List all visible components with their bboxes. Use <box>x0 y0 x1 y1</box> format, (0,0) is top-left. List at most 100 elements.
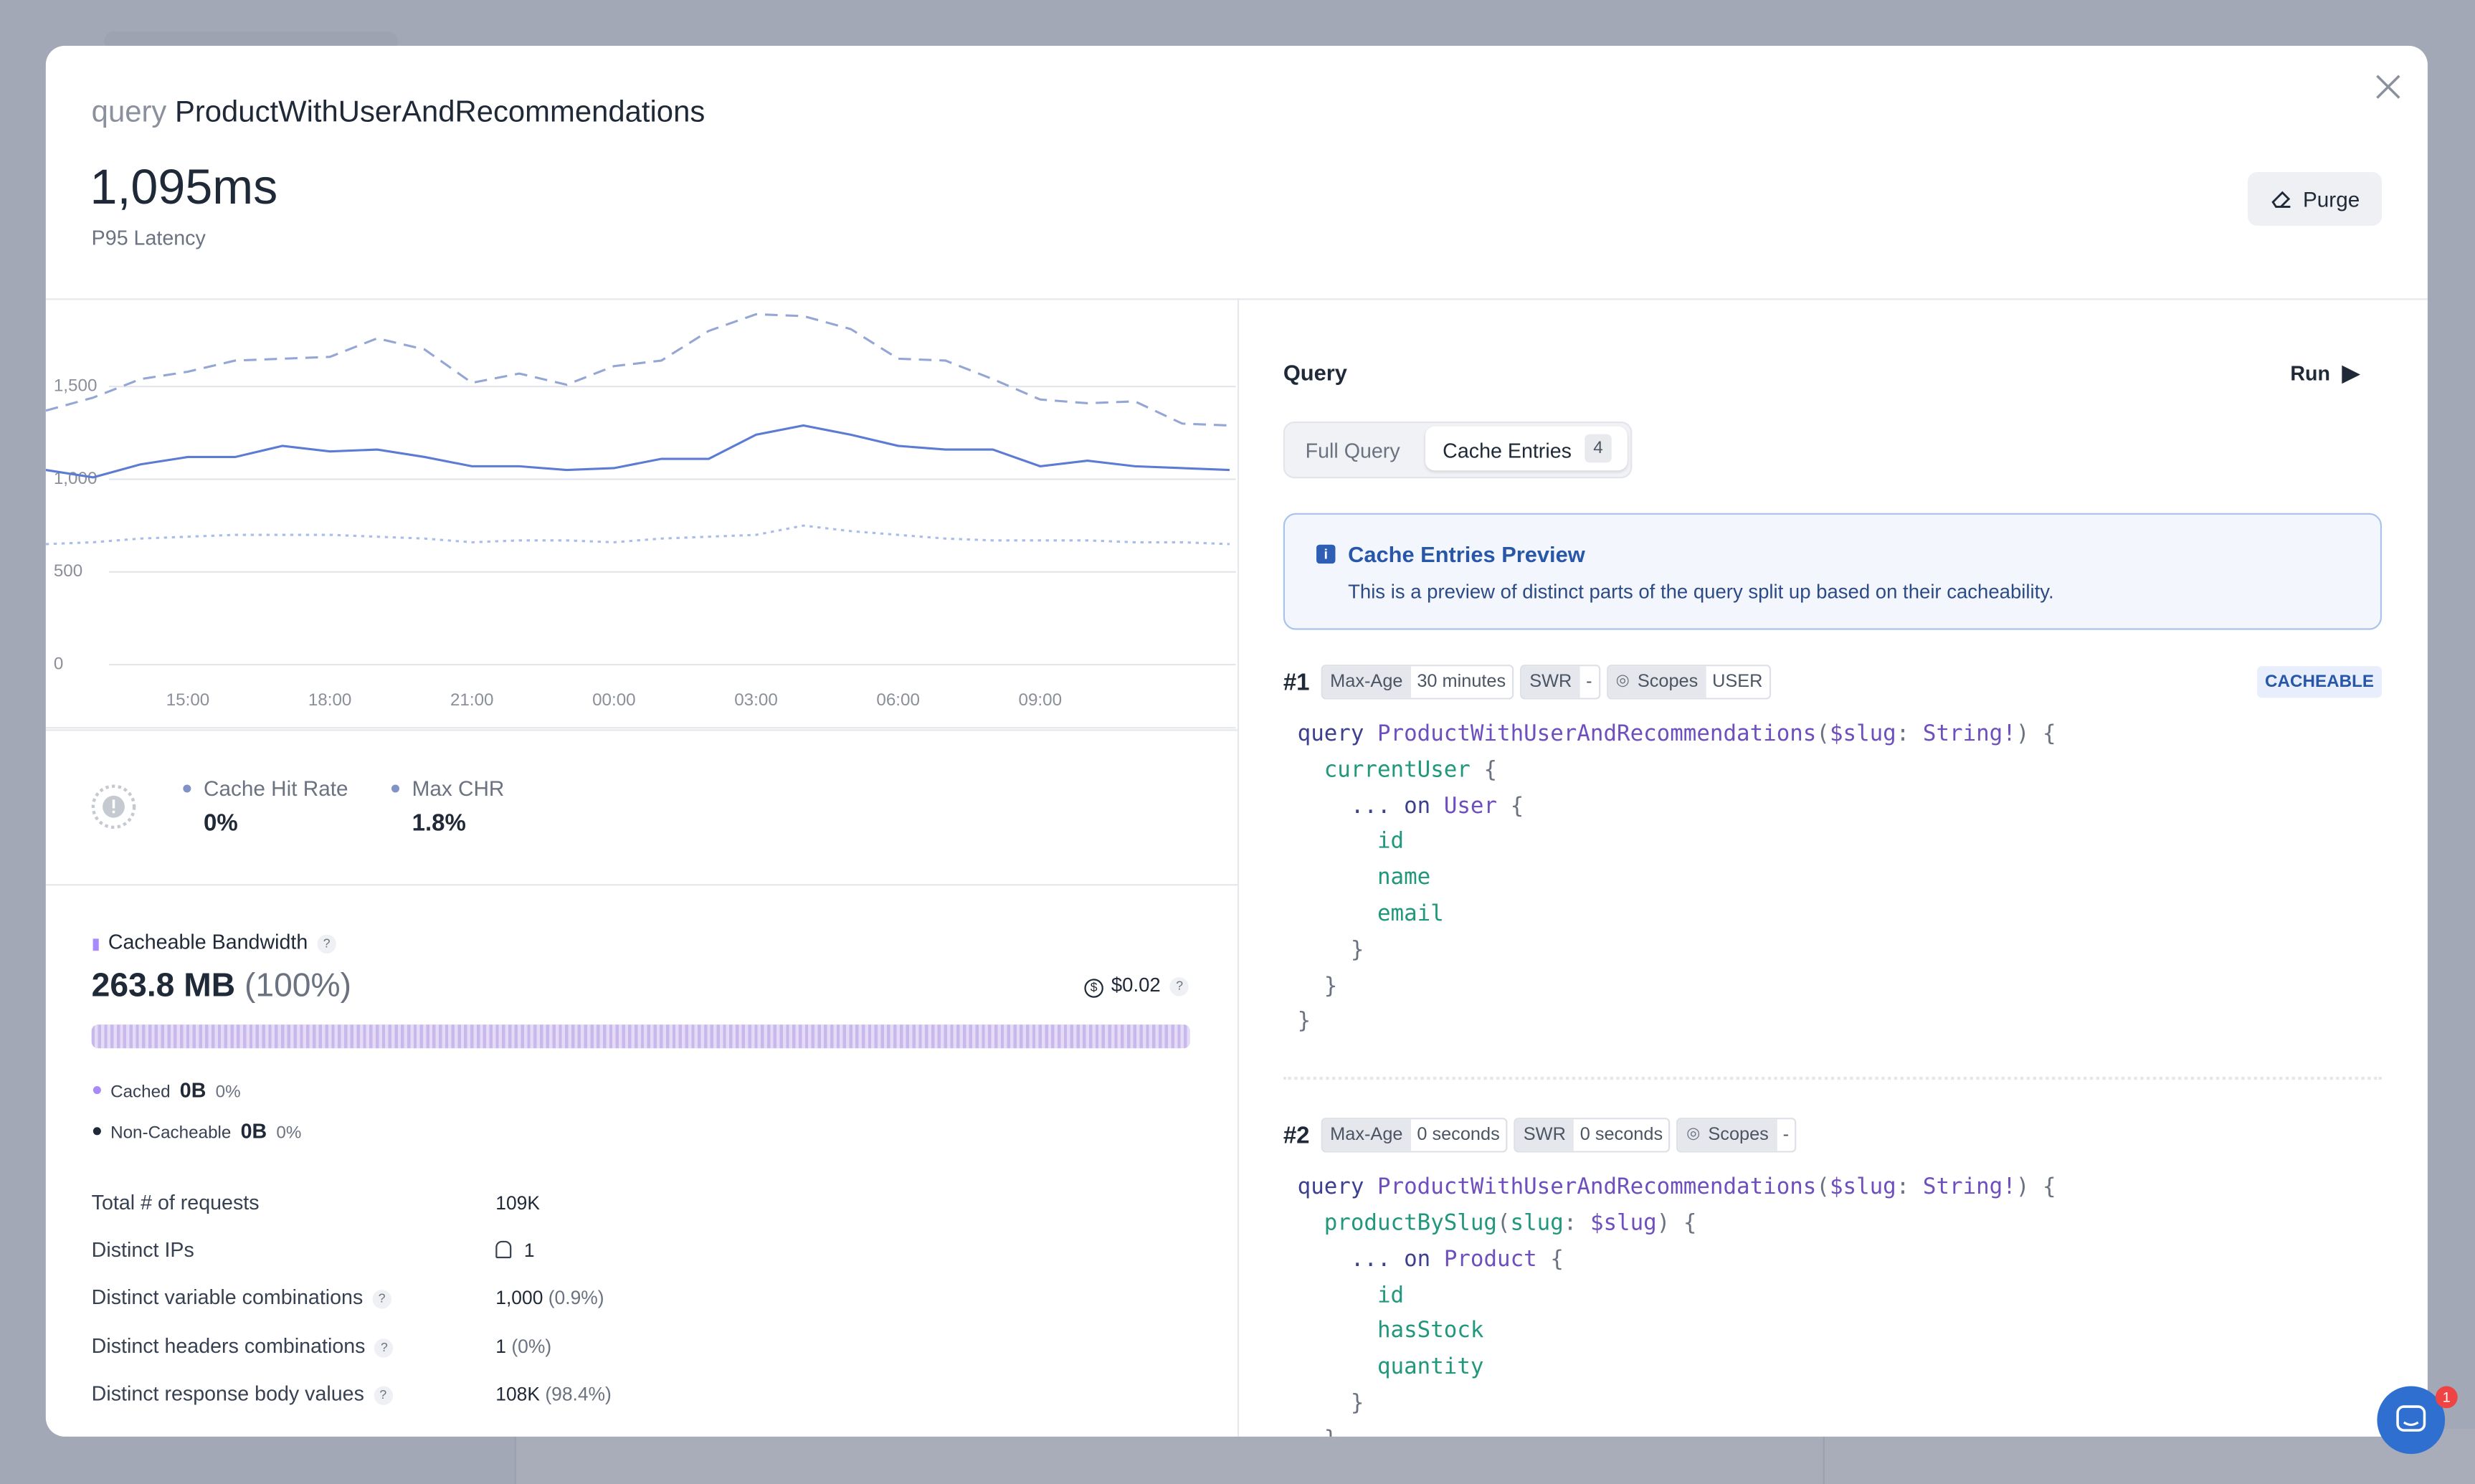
chat-badge: 1 <box>2435 1386 2458 1409</box>
info-box: i Cache Entries Preview This is a previe… <box>1283 513 2383 630</box>
info-title: Cache Entries Preview <box>1348 541 1585 567</box>
code-line: name <box>1298 861 2382 897</box>
code-token: : <box>1896 721 1910 747</box>
tab-count: 4 <box>1585 434 1612 463</box>
code-token: { <box>1510 793 1524 819</box>
tab[interactable]: Full Query <box>1305 439 1400 463</box>
legend-share: 0% <box>276 1123 302 1143</box>
code-token: User <box>1443 793 1498 819</box>
code-token <box>1298 758 1324 783</box>
code-token <box>1298 865 1377 890</box>
entry-separator <box>1283 1077 2383 1080</box>
run-button[interactable]: Run ▶ <box>2290 360 2360 386</box>
series-line <box>45 424 1230 479</box>
code-token: } <box>1324 973 1338 999</box>
code-token: ( <box>1816 721 1830 747</box>
stat-row: Distinct headers combinations? 1 (0%) <box>92 1331 1197 1362</box>
code-token: currentUser <box>1324 757 1471 783</box>
code-line: query ProductWithUserAndRecommendations(… <box>1298 717 2382 753</box>
code-token <box>2029 721 2043 746</box>
code-token: id <box>1377 1283 1405 1308</box>
help-icon[interactable]: ? <box>1169 976 1189 996</box>
entry-index: #1 <box>1283 668 1310 696</box>
legend-value: 0B <box>179 1078 206 1103</box>
background-card <box>1824 1428 2475 1484</box>
tag-value: USER <box>1706 666 1769 698</box>
x-tick-label: 03:00 <box>734 690 778 710</box>
code-token <box>1298 1247 1351 1272</box>
code-token: { <box>1683 1210 1697 1237</box>
tag-value: 30 minutes <box>1410 666 1512 698</box>
entry-tag: ◎ Scopes - <box>1676 1118 1797 1153</box>
x-tick-label: 18:00 <box>308 690 352 710</box>
tag-label: Scopes <box>1700 1119 1777 1151</box>
code-token: hasStock <box>1377 1318 1484 1344</box>
code-token: slug <box>1510 1210 1564 1237</box>
code-token <box>1670 1211 1683 1236</box>
stat-label: Distinct variable combinations <box>91 1285 364 1309</box>
tabs: Full Query Cache Entries 4 <box>1283 421 1633 479</box>
code-token: query <box>1297 1174 1364 1200</box>
modal: query ProductWithUserAndRecommendations … <box>45 45 2428 1437</box>
entry-header: #2 Max-Age 0 seconds SWR 0 seconds ◎ Scopes - <box>1283 1116 2382 1154</box>
stat-number: 1 <box>495 1335 506 1358</box>
help-icon[interactable]: ? <box>374 1338 394 1357</box>
code-token: name <box>1377 865 1431 891</box>
divider <box>1237 298 1240 1437</box>
run-label: Run <box>2290 361 2331 386</box>
purge-button[interactable]: Purge <box>2247 172 2383 226</box>
code-token <box>1909 1175 1923 1200</box>
bandwidth-cost-value: $0.02 <box>1111 974 1161 997</box>
entry-tag: Max-Age 0 seconds <box>1320 1118 1508 1153</box>
tab-active[interactable]: Cache Entries 4 <box>1425 426 1628 471</box>
bandwidth-title: ▮ Cacheable Bandwidth? <box>92 931 336 953</box>
code-token <box>1298 1211 1324 1236</box>
stat-value: 108K (98.4%) <box>495 1378 612 1409</box>
code-block: query ProductWithUserAndRecommendations(… <box>1283 1170 2382 1437</box>
bandwidth-total-value: 263.8 MB <box>91 967 236 1004</box>
help-icon[interactable]: ? <box>317 933 336 953</box>
code-line: ... on Product { <box>1298 1242 2382 1278</box>
legend-label: Cached <box>110 1083 171 1103</box>
code-token <box>1391 1247 1405 1272</box>
metric-label: Max CHR <box>412 776 505 801</box>
legend-item: Non-Cacheable 0B 0% <box>92 1120 302 1144</box>
code-line: currentUser { <box>1298 753 2382 789</box>
help-icon[interactable]: ? <box>372 1289 391 1308</box>
x-tick-label: 00:00 <box>592 690 636 710</box>
stat-label: Distinct headers combinations <box>91 1333 366 1358</box>
code-token <box>1298 1391 1351 1416</box>
code-token: $slug <box>1829 721 1896 747</box>
code-line: } <box>1298 933 2382 969</box>
series-line <box>45 524 1230 546</box>
stat-number: 1,000 <box>495 1286 543 1309</box>
stat-row: Total # of requests 109K <box>92 1187 1197 1219</box>
code-token <box>1430 794 1444 819</box>
help-icon[interactable]: ? <box>374 1385 393 1404</box>
background-card <box>514 1428 1825 1484</box>
stat-share: (0.9%) <box>548 1286 604 1309</box>
legend-dot <box>92 1127 101 1136</box>
code-line: query ProductWithUserAndRecommendations(… <box>1298 1170 2382 1206</box>
chat-button[interactable] <box>2377 1386 2446 1455</box>
x-tick-label: 21:00 <box>450 690 494 710</box>
code-line: hasStock <box>1298 1314 2382 1350</box>
entry-tag: SWR - <box>1520 665 1600 700</box>
tag-value: - <box>1776 1119 1795 1151</box>
code-line: } <box>1298 969 2382 1004</box>
tag-value: - <box>1579 666 1599 698</box>
stat-label: Total # of requests <box>91 1190 260 1214</box>
operation-keyword: query <box>91 96 167 130</box>
code-token: } <box>1350 937 1364 963</box>
series-line <box>45 313 1230 427</box>
stat-label: Distinct IPs <box>91 1237 194 1262</box>
code-line: } <box>1298 1386 2382 1422</box>
y-tick-label: 1,500 <box>54 376 98 396</box>
legend-dot <box>92 1086 101 1095</box>
operation-name: ProductWithUserAndRecommendations <box>174 96 706 130</box>
stat-value: 109K <box>495 1187 540 1219</box>
code-token <box>1364 721 1377 746</box>
tag-label: Max-Age <box>1322 666 1411 698</box>
code-token <box>1298 1283 1377 1308</box>
close-button[interactable] <box>2374 72 2403 101</box>
